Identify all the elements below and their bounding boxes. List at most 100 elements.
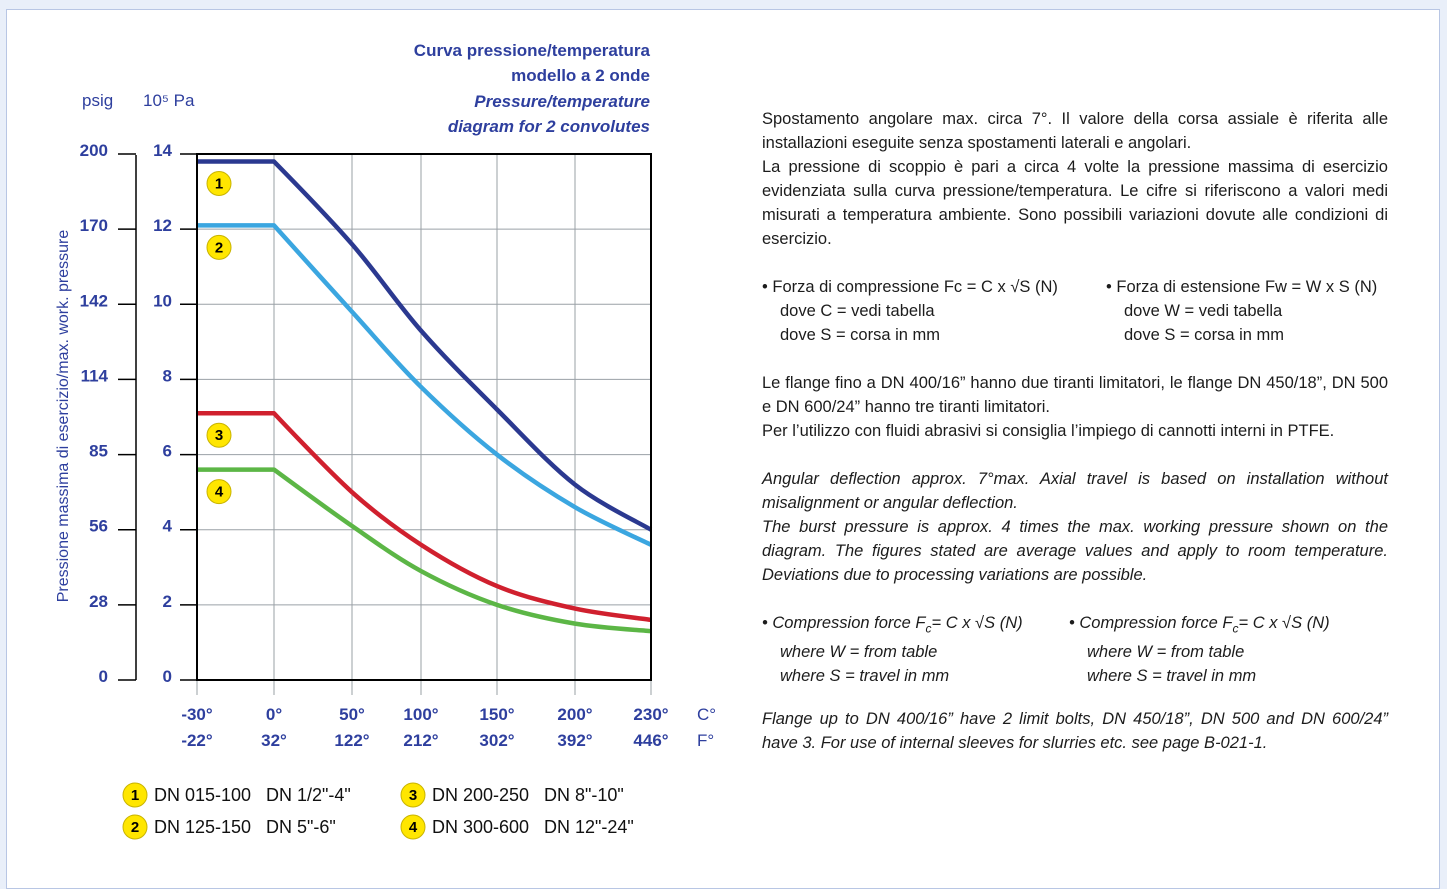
en-bullet-1-line-2: where W = from table bbox=[780, 643, 938, 662]
it-bullet-2-line-3: dove S = corsa in mm bbox=[1124, 326, 1285, 344]
english-description: Angular deflection approx. 7°max. Axial … bbox=[762, 467, 1388, 587]
series-badge-3 bbox=[206, 422, 232, 448]
x-tick-label-celsius: 100° bbox=[403, 705, 438, 724]
series-badge-1 bbox=[206, 171, 232, 197]
psig-tick-label: 28 bbox=[89, 592, 108, 611]
x-tick-label-celsius: -30° bbox=[181, 705, 213, 724]
it-bullet-extension: • Forza di estensione Fw = W x S (N) dov… bbox=[1106, 275, 1377, 347]
series-lines bbox=[197, 159, 653, 634]
psig-unit-label: psig bbox=[82, 91, 113, 110]
x-tick-label-fahrenheit: 212° bbox=[403, 731, 438, 750]
series-badge-number: 3 bbox=[215, 427, 223, 444]
x-tick-label-fahrenheit: -22° bbox=[181, 731, 213, 750]
x-tick-label-celsius: 200° bbox=[557, 705, 592, 724]
en-bullet-1-post: = C x √S (N) bbox=[931, 614, 1023, 632]
legend-badge bbox=[400, 814, 426, 840]
it-bullet-compression: • Forza di compressione Fc = C x √S (N) … bbox=[762, 275, 1058, 347]
psig-tick-label: 170 bbox=[80, 216, 108, 235]
it-bullet-1-line-1: • Forza di compressione Fc = C x √S (N) bbox=[762, 278, 1058, 296]
legend-dn: DN 300-600 bbox=[432, 817, 529, 837]
pa-tick-label: 14 bbox=[153, 141, 172, 160]
series-badge-2 bbox=[206, 234, 232, 260]
psig-tick-label: 200 bbox=[80, 141, 108, 160]
chart-title-line-4: diagram for 2 convolutes bbox=[448, 117, 650, 136]
it-paragraph-4: Per l’utilizzo con fluidi abrasivi si co… bbox=[762, 422, 1335, 440]
legend-badge-number: 4 bbox=[409, 819, 418, 836]
x-tick-label-fahrenheit: 446° bbox=[633, 731, 668, 750]
pa-tick-label: 0 bbox=[163, 667, 172, 686]
series-badges: 1 2 3 4 bbox=[206, 171, 232, 505]
x-tick-label-fahrenheit: 122° bbox=[334, 731, 369, 750]
legend-dn: DN 015-100 bbox=[154, 785, 251, 805]
series-line-3 bbox=[197, 410, 652, 623]
en-bullet-2-sub: c bbox=[1232, 621, 1239, 636]
legend-badge-number: 2 bbox=[131, 819, 139, 836]
pa-unit-label: 10⁵ Pa bbox=[143, 91, 195, 110]
it-paragraph-3: Le flange fino a DN 400/16” hanno due ti… bbox=[762, 374, 1388, 416]
series-badge-4 bbox=[206, 479, 232, 505]
x-unit-celsius: C° bbox=[697, 705, 716, 724]
page-frame bbox=[6, 9, 1440, 889]
en-bullet-2-line-1: • Compression force Fc= C x √S (N) bbox=[1069, 611, 1330, 640]
psig-tick-label: 85 bbox=[89, 442, 108, 461]
it-bullet-1-line-3: dove S = corsa in mm bbox=[780, 326, 941, 344]
en-bullet-2-pre: • Compression force F bbox=[1069, 614, 1233, 632]
x-tick-label-celsius: 150° bbox=[479, 705, 514, 724]
english-flange-notes: Flange up to DN 400/16” have 2 limit bol… bbox=[762, 707, 1388, 755]
italian-description: Spostamento angolare max. circa 7°. Il v… bbox=[762, 107, 1388, 251]
en-bullet-1-line-1: • Compression force Fc= C x √S (N) bbox=[762, 611, 1023, 640]
x-tick-label-fahrenheit: 32° bbox=[261, 731, 287, 750]
chart-title-line-1: Curva pressione/temperatura bbox=[414, 41, 651, 60]
x-tick-label-fahrenheit: 302° bbox=[479, 731, 514, 750]
series-line-1 bbox=[197, 159, 653, 532]
plot-frame bbox=[196, 153, 652, 681]
en-paragraph-2: The burst pressure is approx. 4 times th… bbox=[762, 518, 1388, 584]
psig-tick-label: 142 bbox=[80, 291, 108, 310]
pa-tick-label: 6 bbox=[163, 442, 172, 461]
y-tick-labels: 0 0 28 2 56 4 85 6 114 8 142 10 170 12 200 14 bbox=[80, 141, 197, 686]
x-tick-label-celsius: 230° bbox=[633, 705, 668, 724]
en-bullet-1-line-3: where S = travel in mm bbox=[780, 667, 950, 686]
psig-tick-label: 56 bbox=[89, 517, 108, 536]
legend-badge-number: 3 bbox=[409, 787, 417, 804]
en-bullet-2: • Compression force Fc= C x √S (N) where… bbox=[1069, 611, 1330, 688]
chart-title-line-3: Pressure/temperature bbox=[474, 92, 650, 111]
series-badge-number: 2 bbox=[215, 239, 223, 256]
legend-badge bbox=[122, 814, 148, 840]
psig-tick-label: 0 bbox=[99, 667, 108, 686]
chart-legend: 1 DN 015-100 DN 1/2"-4" 2 DN 125-150 DN 5"-6"… bbox=[122, 782, 634, 840]
series-badge-number: 1 bbox=[215, 176, 223, 193]
it-paragraph-1: Spostamento angolare max. circa 7°. Il v… bbox=[762, 110, 1388, 152]
chart-title-line-2: modello a 2 onde bbox=[511, 66, 650, 85]
en-bullet-1-sub: c bbox=[925, 621, 932, 636]
x-tick-labels: -30° -22° 0° 32° 50° 122° 100° 212° 150° 302° 200°… bbox=[181, 680, 669, 750]
legend-dn: DN 125-150 bbox=[154, 817, 251, 837]
legend-badge bbox=[122, 782, 148, 808]
series-badge-number: 4 bbox=[215, 484, 224, 501]
x-unit-fahrenheit: F° bbox=[697, 731, 714, 750]
plot-grid bbox=[197, 154, 651, 680]
y-axis-label: Pressione massima di esercizio/max. work… bbox=[55, 230, 72, 603]
legend-inch: DN 5"-6" bbox=[266, 817, 336, 837]
series-line-4 bbox=[197, 467, 652, 634]
it-bullet-1-line-2: dove C = vedi tabella bbox=[780, 302, 935, 320]
it-paragraph-2: La pressione di scoppio è pari a circa 4… bbox=[762, 158, 1388, 248]
it-bullet-2-line-1: • Forza di estensione Fw = W x S (N) bbox=[1106, 278, 1378, 296]
en-bullet-2-post: = C x √S (N) bbox=[1238, 614, 1330, 632]
pa-tick-label: 8 bbox=[163, 366, 172, 385]
x-tick-label-celsius: 50° bbox=[339, 705, 365, 724]
series-line-2 bbox=[197, 223, 652, 547]
pa-tick-label: 2 bbox=[163, 592, 172, 611]
en-bullet-2-line-2: where W = from table bbox=[1087, 643, 1245, 662]
pa-tick-label: 4 bbox=[163, 517, 173, 536]
en-bullet-1-pre: • Compression force F bbox=[762, 614, 926, 632]
legend-inch: DN 12"-24" bbox=[544, 817, 634, 837]
pa-tick-label: 10 bbox=[153, 291, 172, 310]
x-tick-label-celsius: 0° bbox=[266, 705, 282, 724]
legend-inch: DN 1/2"-4" bbox=[266, 785, 351, 805]
it-bullet-2-line-2: dove W = vedi tabella bbox=[1124, 302, 1283, 320]
en-paragraph-3: Flange up to DN 400/16” have 2 limit bol… bbox=[762, 710, 1388, 752]
en-paragraph-1: Angular deflection approx. 7°max. Axial … bbox=[762, 470, 1388, 512]
legend-dn: DN 200-250 bbox=[432, 785, 529, 805]
